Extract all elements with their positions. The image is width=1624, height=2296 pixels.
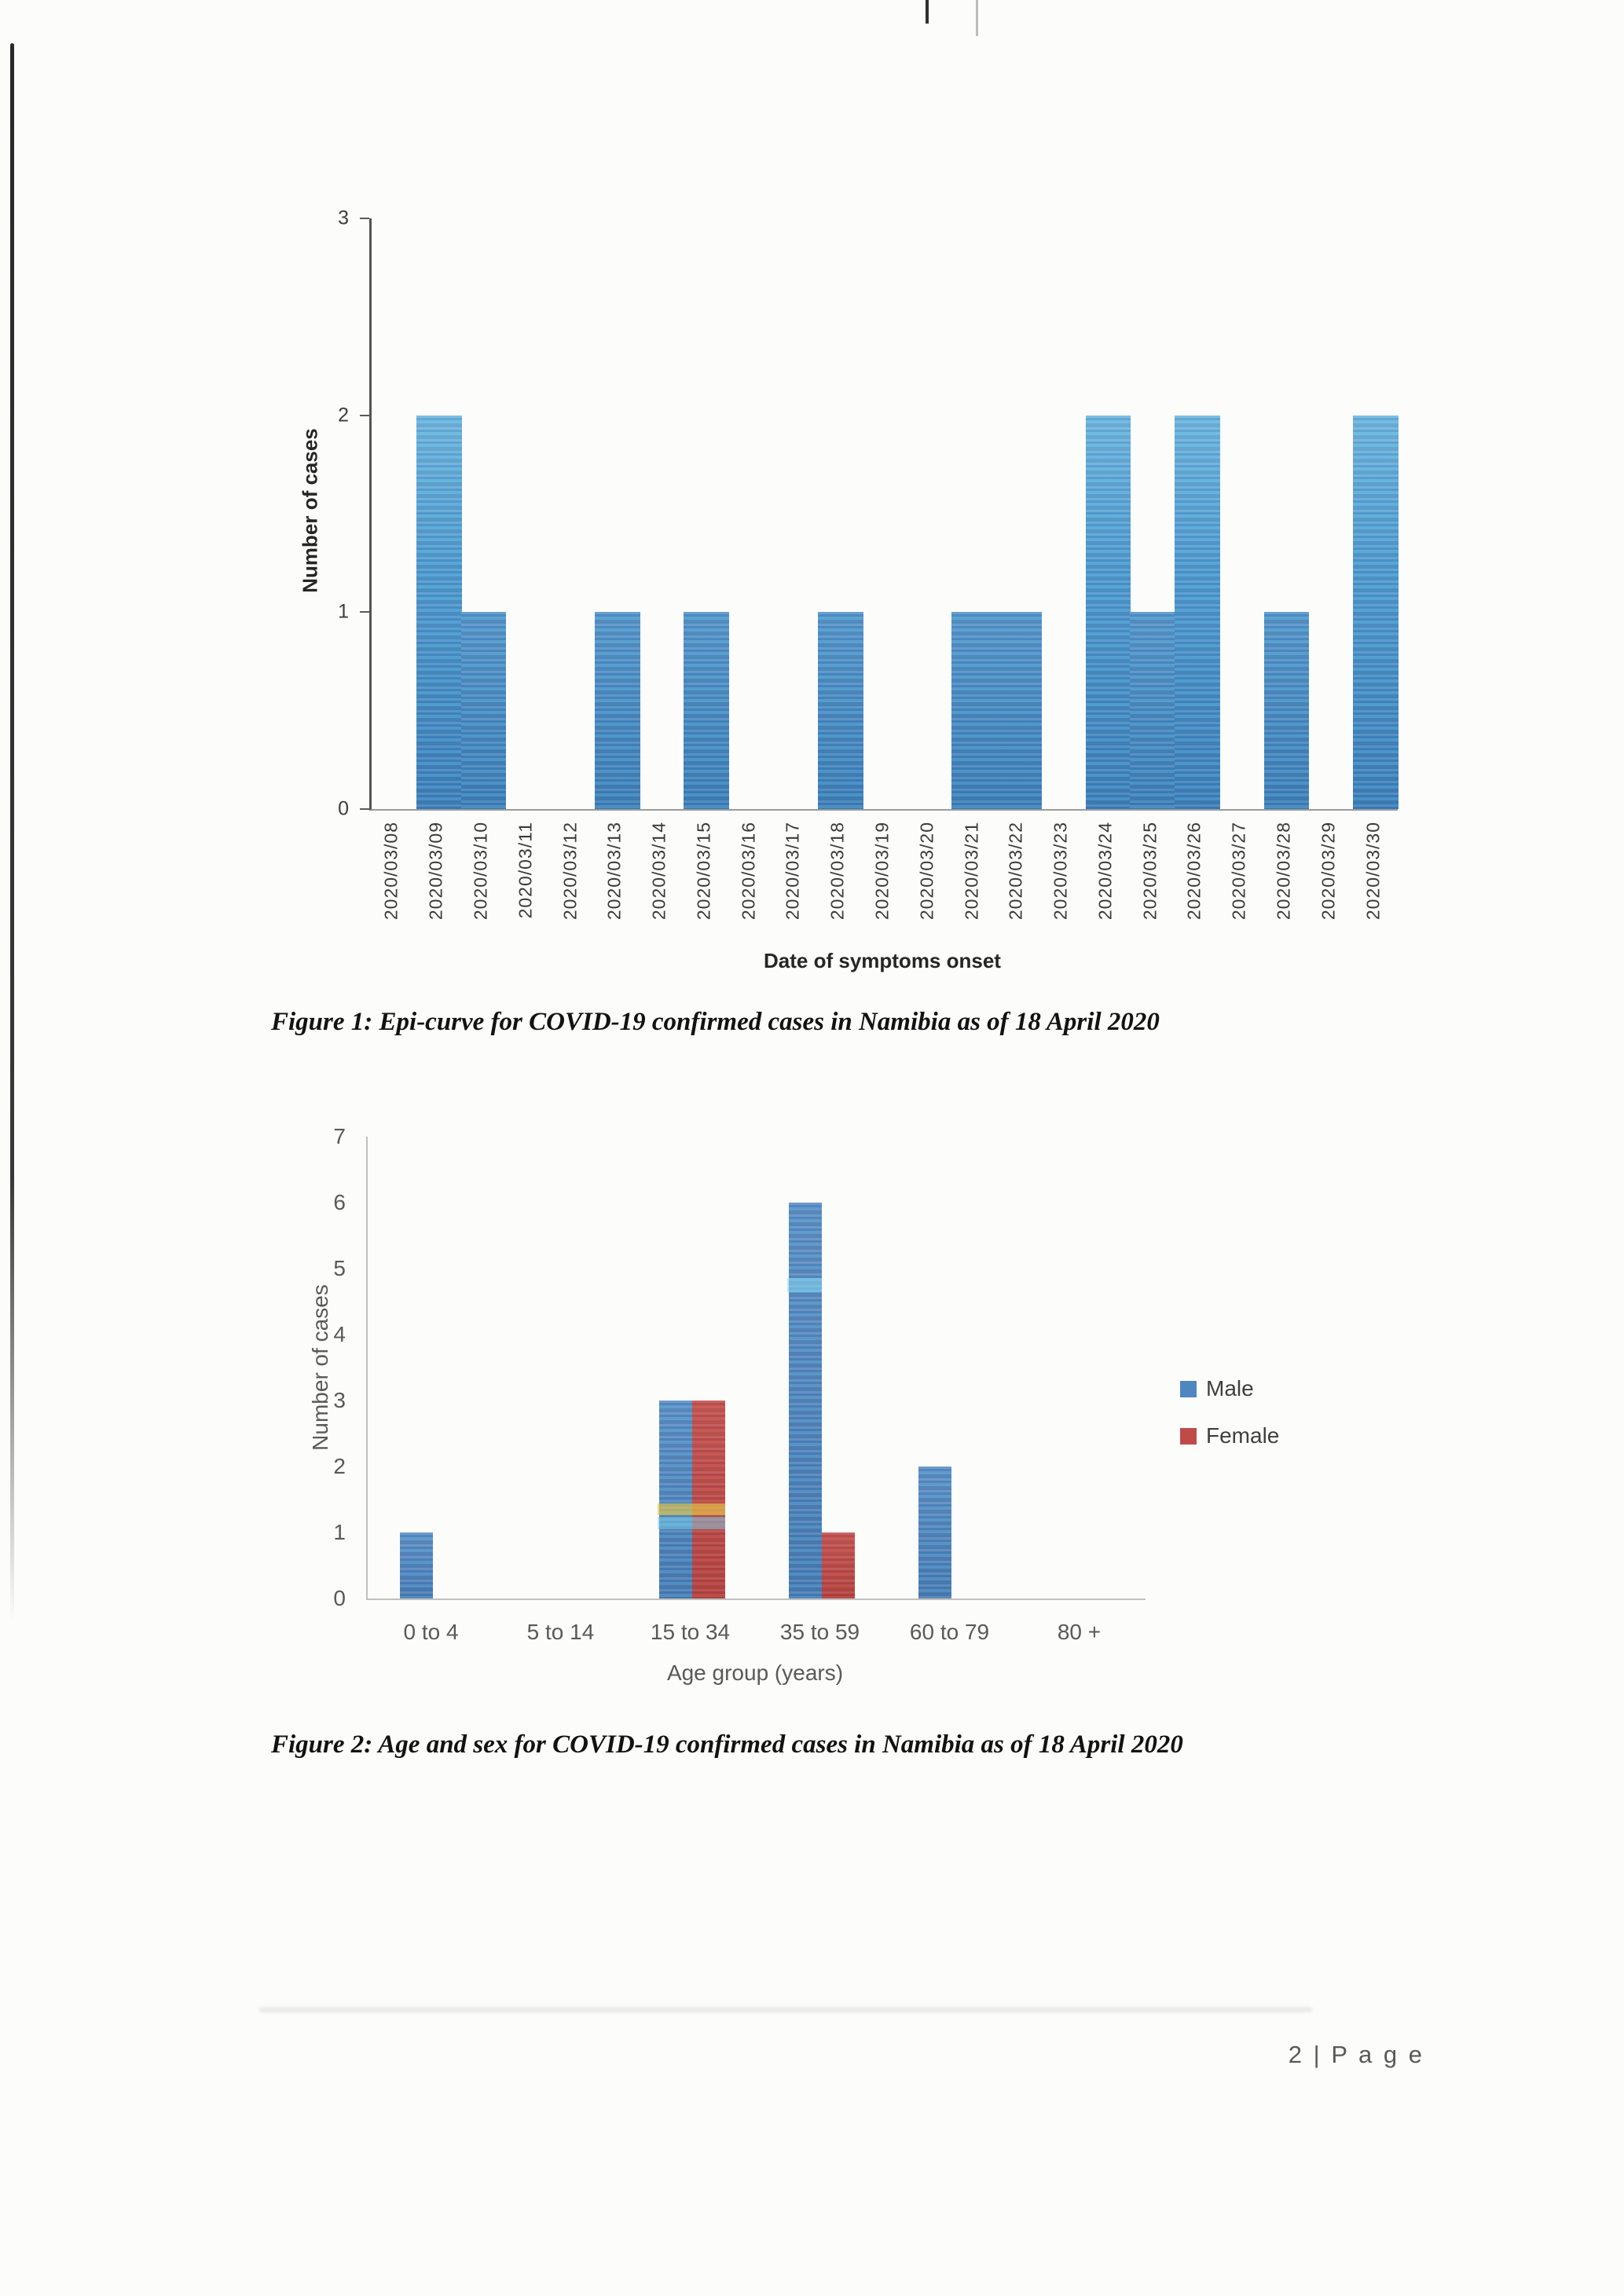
fig1-y-axis-tick-marks bbox=[360, 218, 369, 810]
fig1-y-tick-label: 2 bbox=[338, 404, 349, 427]
fig1-x-tick-label: 2020/03/12 bbox=[559, 822, 581, 921]
legend-swatch-male bbox=[1180, 1380, 1197, 1397]
fig2-y-axis-tick-labels: 0 1 2 3 4 5 6 7 bbox=[299, 1124, 354, 1610]
fig1-x-tick-label: 2020/03/11 bbox=[515, 822, 536, 919]
fig1-x-tick-label: 2020/03/15 bbox=[693, 822, 714, 921]
fig1-x-tick-label: 2020/03/17 bbox=[782, 822, 803, 921]
legend-label-female: Female bbox=[1206, 1423, 1280, 1448]
legend-swatch-female bbox=[1180, 1427, 1197, 1445]
fig1-x-tick-label: 2020/03/18 bbox=[827, 822, 848, 921]
fig2-x-tick-label: 0 to 4 bbox=[403, 1620, 459, 1644]
fig1-x-tick-label: 2020/03/30 bbox=[1362, 822, 1384, 921]
scan-artifact-band-cyan bbox=[658, 1517, 725, 1529]
fig1-x-tick-label: 2020/03/23 bbox=[1050, 822, 1071, 921]
fig1-x-axis-tick-labels: 2020/03/08 2020/03/09 2020/03/10 2020/03/11… bbox=[369, 817, 1395, 947]
fig1-x-tick-label: 2020/03/08 bbox=[380, 822, 401, 921]
figure1-caption: Figure 1: Epi-curve for COVID-19 confirm… bbox=[271, 1008, 1160, 1036]
scan-artifact-band-cyan-2 bbox=[787, 1278, 822, 1292]
fig1-x-tick-label: 2020/03/13 bbox=[603, 822, 625, 921]
fig2-bar-male-35to59 bbox=[788, 1203, 822, 1598]
fig2-y-tick-label: 6 bbox=[333, 1190, 346, 1214]
fig1-x-tick-label: 2020/03/29 bbox=[1318, 822, 1339, 921]
fig1-bar-2020-03-25 bbox=[1130, 612, 1176, 809]
fig2-plot-area bbox=[366, 1137, 1146, 1600]
legend-label-male: Male bbox=[1206, 1376, 1254, 1401]
fig2-y-tick-label: 4 bbox=[333, 1322, 346, 1346]
fig1-y-tick-label: 0 bbox=[338, 797, 349, 820]
fig2-y-tick-label: 1 bbox=[333, 1520, 346, 1544]
fig1-bar-2020-03-21 bbox=[951, 612, 997, 809]
fig1-plot-area bbox=[369, 218, 1399, 811]
scan-smudge bbox=[259, 2008, 1312, 2012]
fig1-bar-2020-03-18 bbox=[817, 612, 863, 809]
fig1-bar-2020-03-30 bbox=[1353, 415, 1399, 809]
fig1-x-tick-label: 2020/03/25 bbox=[1139, 822, 1160, 921]
fig1-bar-2020-03-10 bbox=[460, 612, 507, 809]
fig1-bar-2020-03-24 bbox=[1085, 415, 1131, 809]
fig1-x-tick-label: 2020/03/28 bbox=[1273, 822, 1294, 921]
fig1-y-tick-mark bbox=[360, 611, 369, 613]
legend-item-female: Female bbox=[1180, 1423, 1279, 1448]
page-number: 2 | P a g e bbox=[1288, 2041, 1424, 2068]
scan-mark-top-dark bbox=[926, 0, 929, 24]
fig2-x-tick-label: 15 to 34 bbox=[650, 1620, 731, 1644]
fig2-x-tick-label: 5 to 14 bbox=[526, 1620, 595, 1644]
fig1-x-tick-label: 2020/03/20 bbox=[916, 822, 937, 921]
fig1-x-tick-label: 2020/03/09 bbox=[425, 822, 446, 921]
fig1-x-tick-label: 2020/03/26 bbox=[1183, 822, 1204, 921]
fig2-y-tick-label: 2 bbox=[333, 1454, 346, 1478]
fig1-x-tick-label: 2020/03/14 bbox=[648, 822, 669, 921]
fig1-x-tick-label: 2020/03/24 bbox=[1094, 822, 1116, 921]
fig1-bar-2020-03-26 bbox=[1175, 415, 1220, 809]
scan-artifact-band-yellow bbox=[658, 1503, 725, 1515]
fig2-bar-male-60to79 bbox=[918, 1467, 951, 1598]
fig1-bar-2020-03-28 bbox=[1263, 612, 1310, 809]
fig1-x-tick-label: 2020/03/27 bbox=[1228, 822, 1249, 921]
fig2-bar-female-35to59 bbox=[821, 1532, 855, 1598]
fig1-bar-2020-03-13 bbox=[594, 612, 640, 809]
fig1-y-tick-label: 1 bbox=[338, 600, 349, 623]
legend-item-male: Male bbox=[1180, 1376, 1279, 1401]
fig2-bar-male-15to34 bbox=[658, 1401, 692, 1598]
scan-mark-top-light bbox=[976, 0, 978, 36]
fig1-bar-2020-03-09 bbox=[416, 415, 462, 809]
fig1-y-tick-mark bbox=[360, 218, 369, 219]
fig2-x-tick-label: 80 + bbox=[1057, 1620, 1102, 1644]
fig1-x-axis-title: Date of symptoms onset bbox=[764, 949, 1001, 972]
fig2-legend: Male Female bbox=[1180, 1376, 1279, 1470]
fig1-x-tick-label: 2020/03/21 bbox=[961, 822, 982, 921]
fig2-bar-female-15to34 bbox=[691, 1401, 725, 1598]
fig1-y-axis-tick-labels: 0 1 2 3 bbox=[306, 207, 354, 820]
figure2-caption: Figure 2: Age and sex for COVID-19 confi… bbox=[271, 1730, 1183, 1759]
fig2-x-tick-label: 60 to 79 bbox=[909, 1620, 990, 1644]
fig1-x-tick-label: 2020/03/16 bbox=[738, 822, 759, 921]
fig1-x-tick-label: 2020/03/19 bbox=[871, 822, 893, 921]
fig1-x-tick-label: 2020/03/10 bbox=[470, 822, 491, 921]
fig2-y-tick-label: 5 bbox=[333, 1256, 346, 1280]
scan-edge-line bbox=[10, 43, 14, 1622]
fig1-y-tick-mark bbox=[360, 414, 369, 416]
fig2-y-tick-label: 3 bbox=[333, 1388, 346, 1412]
fig2-x-tick-label: 35 to 59 bbox=[779, 1620, 860, 1644]
fig2-y-tick-label: 0 bbox=[333, 1586, 346, 1610]
fig2-y-tick-label: 7 bbox=[333, 1124, 346, 1148]
fig2-x-axis-title: Age group (years) bbox=[666, 1661, 844, 1685]
fig2-bar-male-0to4 bbox=[399, 1532, 433, 1598]
fig1-x-tick-label: 2020/03/22 bbox=[1005, 822, 1026, 921]
fig1-y-tick-mark bbox=[360, 808, 369, 810]
fig2-x-axis-tick-labels: 0 to 4 5 to 14 15 to 34 35 to 59 60 to 79 80 … bbox=[366, 1620, 1144, 1651]
fig1-bar-2020-03-22 bbox=[995, 612, 1042, 809]
fig1-bar-2020-03-15 bbox=[684, 612, 730, 809]
fig1-y-tick-label: 3 bbox=[338, 207, 349, 229]
